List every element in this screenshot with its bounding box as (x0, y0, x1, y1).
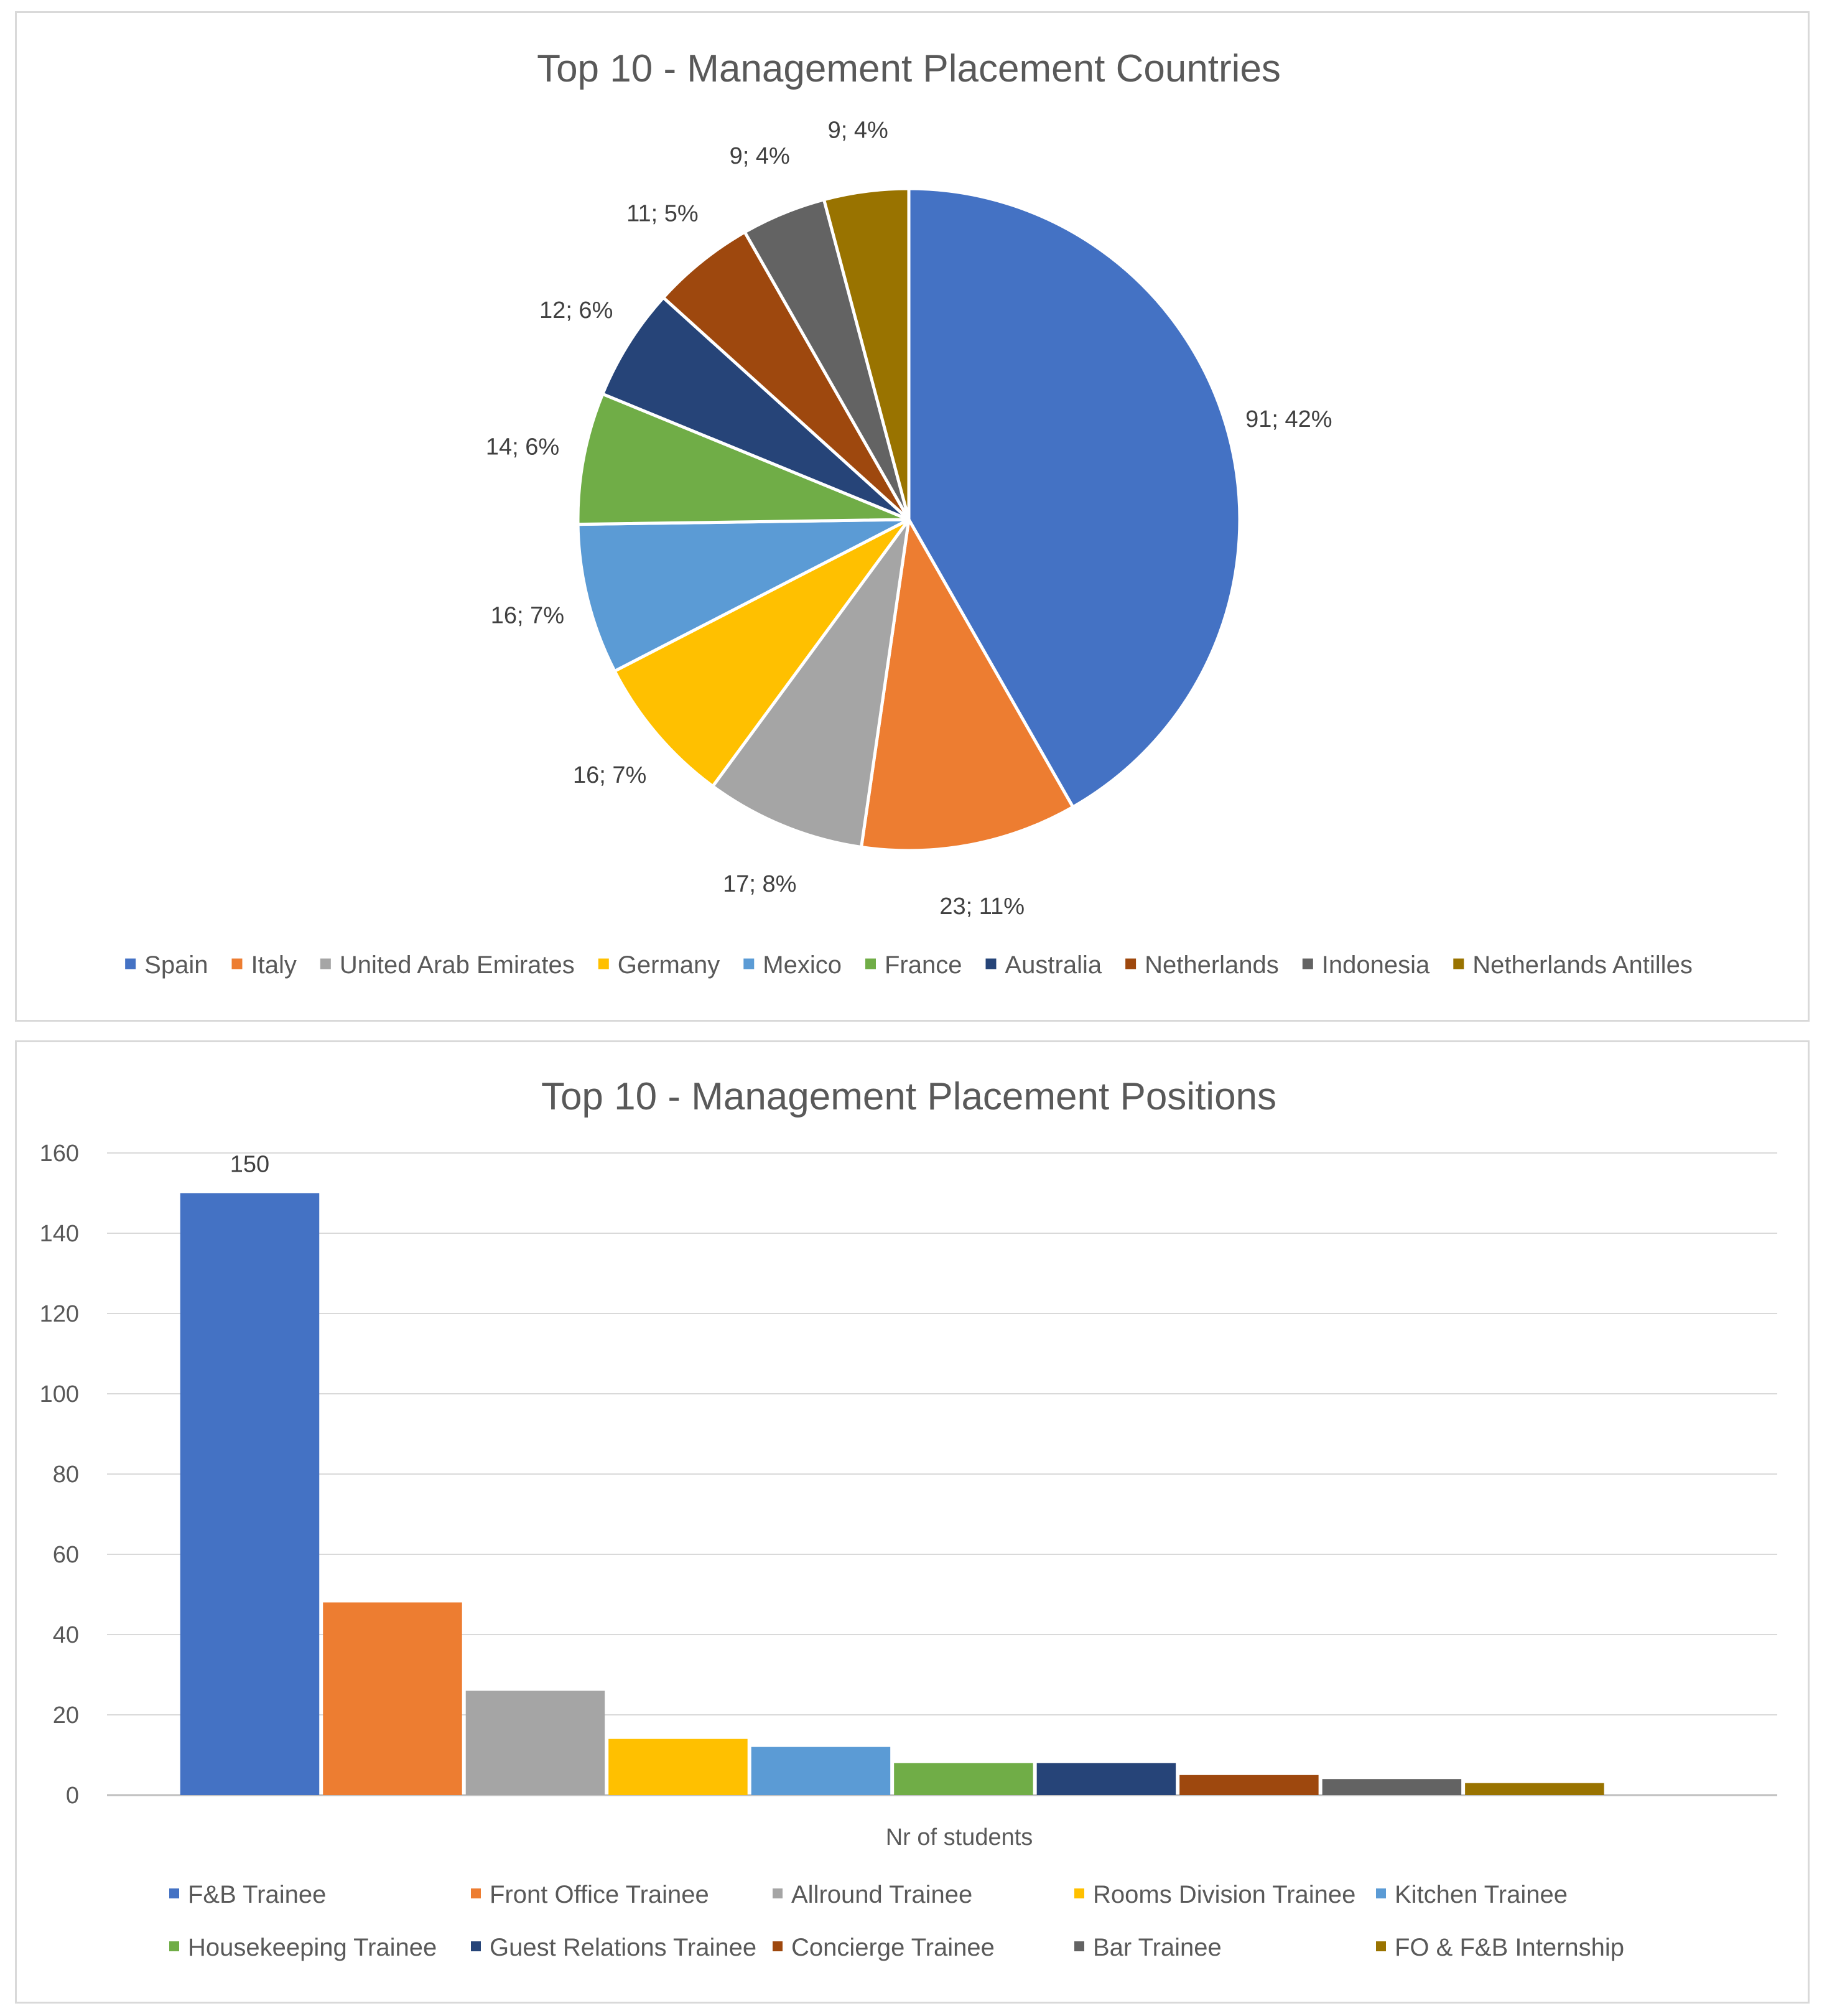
legend-swatch (865, 958, 876, 969)
legend-item-kitchen-trainee: Kitchen Trainee (1395, 1881, 1568, 1908)
y-tick-label: 60 (53, 1542, 79, 1568)
x-axis-label: Nr of students (886, 1824, 1033, 1850)
legend-swatch (169, 1941, 179, 1951)
pie-data-label: 14; 6% (486, 434, 559, 460)
y-tick-label: 160 (40, 1141, 79, 1167)
y-tick-label: 80 (53, 1462, 79, 1488)
legend-swatch (1453, 958, 1464, 969)
legend-item-spain: Spain (144, 951, 208, 979)
legend-swatch (773, 1941, 783, 1951)
bar-bar-trainee (1322, 1779, 1462, 1795)
legend-item-concierge-trainee: Concierge Trainee (791, 1934, 995, 1961)
bar-rooms-division-trainee (608, 1738, 748, 1795)
legend-swatch (125, 958, 136, 969)
legend-item-front-office-trainee: Front Office Trainee (490, 1881, 709, 1908)
pie-slice-germany (612, 518, 911, 789)
legend-swatch (1376, 1888, 1386, 1898)
legend-swatch (1302, 958, 1313, 969)
legend-swatch (1074, 1941, 1084, 1951)
legend-item-italy: Italy (251, 951, 296, 979)
pie-data-label: 12; 6% (539, 297, 613, 324)
legend-item-australia: Australia (1005, 951, 1102, 979)
pie-data-label: 9; 4% (730, 143, 790, 169)
legend-item-netherlands-antilles: Netherlands Antilles (1472, 951, 1693, 979)
legend-swatch (985, 958, 997, 969)
legend-item-allround-trainee: Allround Trainee (791, 1881, 972, 1908)
pie-chart-panel: Top 10 - Management Placement Countries … (15, 11, 1810, 1022)
bar-housekeeping-trainee (894, 1763, 1033, 1795)
y-tick-label: 0 (66, 1783, 79, 1809)
pie-data-label: 91; 42% (1245, 406, 1332, 432)
legend-swatch (320, 958, 331, 969)
y-tick-label: 120 (40, 1301, 79, 1327)
pie-data-label: 9; 4% (828, 117, 888, 143)
y-tick-label: 100 (40, 1381, 79, 1407)
pie-slice-australia (600, 295, 910, 521)
legend-item-france: France (885, 951, 962, 979)
legend-item-mexico: Mexico (763, 951, 842, 979)
pie-chart-title: Top 10 - Management Placement Countries (537, 47, 1281, 90)
legend-item-germany: Germany (618, 951, 720, 979)
legend-swatch (1074, 1888, 1084, 1898)
pie-data-label: 16; 7% (573, 762, 646, 788)
legend-swatch (598, 958, 609, 969)
legend-item-guest-relations-trainee: Guest Relations Trainee (490, 1934, 756, 1961)
legend-item-fo-and-fandb-internship: FO & F&B Internship (1395, 1934, 1624, 1961)
legend-swatch (1376, 1941, 1386, 1951)
y-tick-label: 140 (40, 1221, 79, 1247)
bar-front-office-trainee (323, 1602, 462, 1795)
pie-slice-netherlands-antilles (822, 187, 911, 520)
bar-chart: Top 10 - Management Placement Positions … (40, 1075, 1777, 1961)
pie-slice-netherlands (661, 230, 911, 521)
bar-allround-trainee (465, 1691, 605, 1795)
legend-swatch (773, 1888, 783, 1898)
pie-data-label: 17; 8% (723, 871, 796, 897)
legend-swatch (231, 958, 243, 969)
legend-swatch (169, 1888, 179, 1898)
bar-guest-relations-trainee (1036, 1763, 1176, 1795)
legend-item-united-arab-emirates: United Arab Emirates (340, 951, 575, 979)
pie-slice-france (576, 391, 909, 526)
bar-kitchen-trainee (751, 1747, 891, 1795)
legend-item-indonesia: Indonesia (1322, 951, 1430, 979)
legend-item-fandb-trainee: F&B Trainee (188, 1881, 326, 1908)
bar-fo-and-fandb-internship (1465, 1783, 1604, 1795)
pie-slice-spain (907, 187, 1242, 810)
legend-swatch (471, 1888, 481, 1898)
bar-fandb-trainee (180, 1193, 320, 1795)
pie-slice-united-arab-emirates (710, 518, 911, 849)
pie-slice-mexico (576, 518, 910, 673)
legend-swatch (471, 1941, 481, 1951)
bar-chart-panel: Top 10 - Management Placement Positions … (15, 1040, 1810, 2004)
bar-chart-title: Top 10 - Management Placement Positions (541, 1075, 1276, 1118)
pie-slice-italy (859, 515, 1076, 852)
bar-concierge-trainee (1179, 1775, 1319, 1795)
legend-item-housekeeping-trainee: Housekeeping Trainee (188, 1934, 437, 1961)
legend-item-rooms-division-trainee: Rooms Division Trainee (1093, 1881, 1355, 1908)
pie-data-label: 16; 7% (491, 602, 564, 628)
legend-swatch (1125, 958, 1137, 969)
bar-data-label: 150 (230, 1152, 269, 1178)
pie-chart: Top 10 - Management Placement Countries … (125, 47, 1693, 979)
pie-data-label: 11; 5% (626, 201, 698, 227)
legend-item-bar-trainee: Bar Trainee (1093, 1934, 1222, 1961)
y-tick-label: 20 (53, 1702, 79, 1729)
y-tick-label: 40 (53, 1622, 79, 1648)
legend-item-netherlands: Netherlands (1145, 951, 1279, 979)
pie-data-label: 23; 11% (939, 894, 1025, 920)
legend-swatch (743, 958, 755, 969)
